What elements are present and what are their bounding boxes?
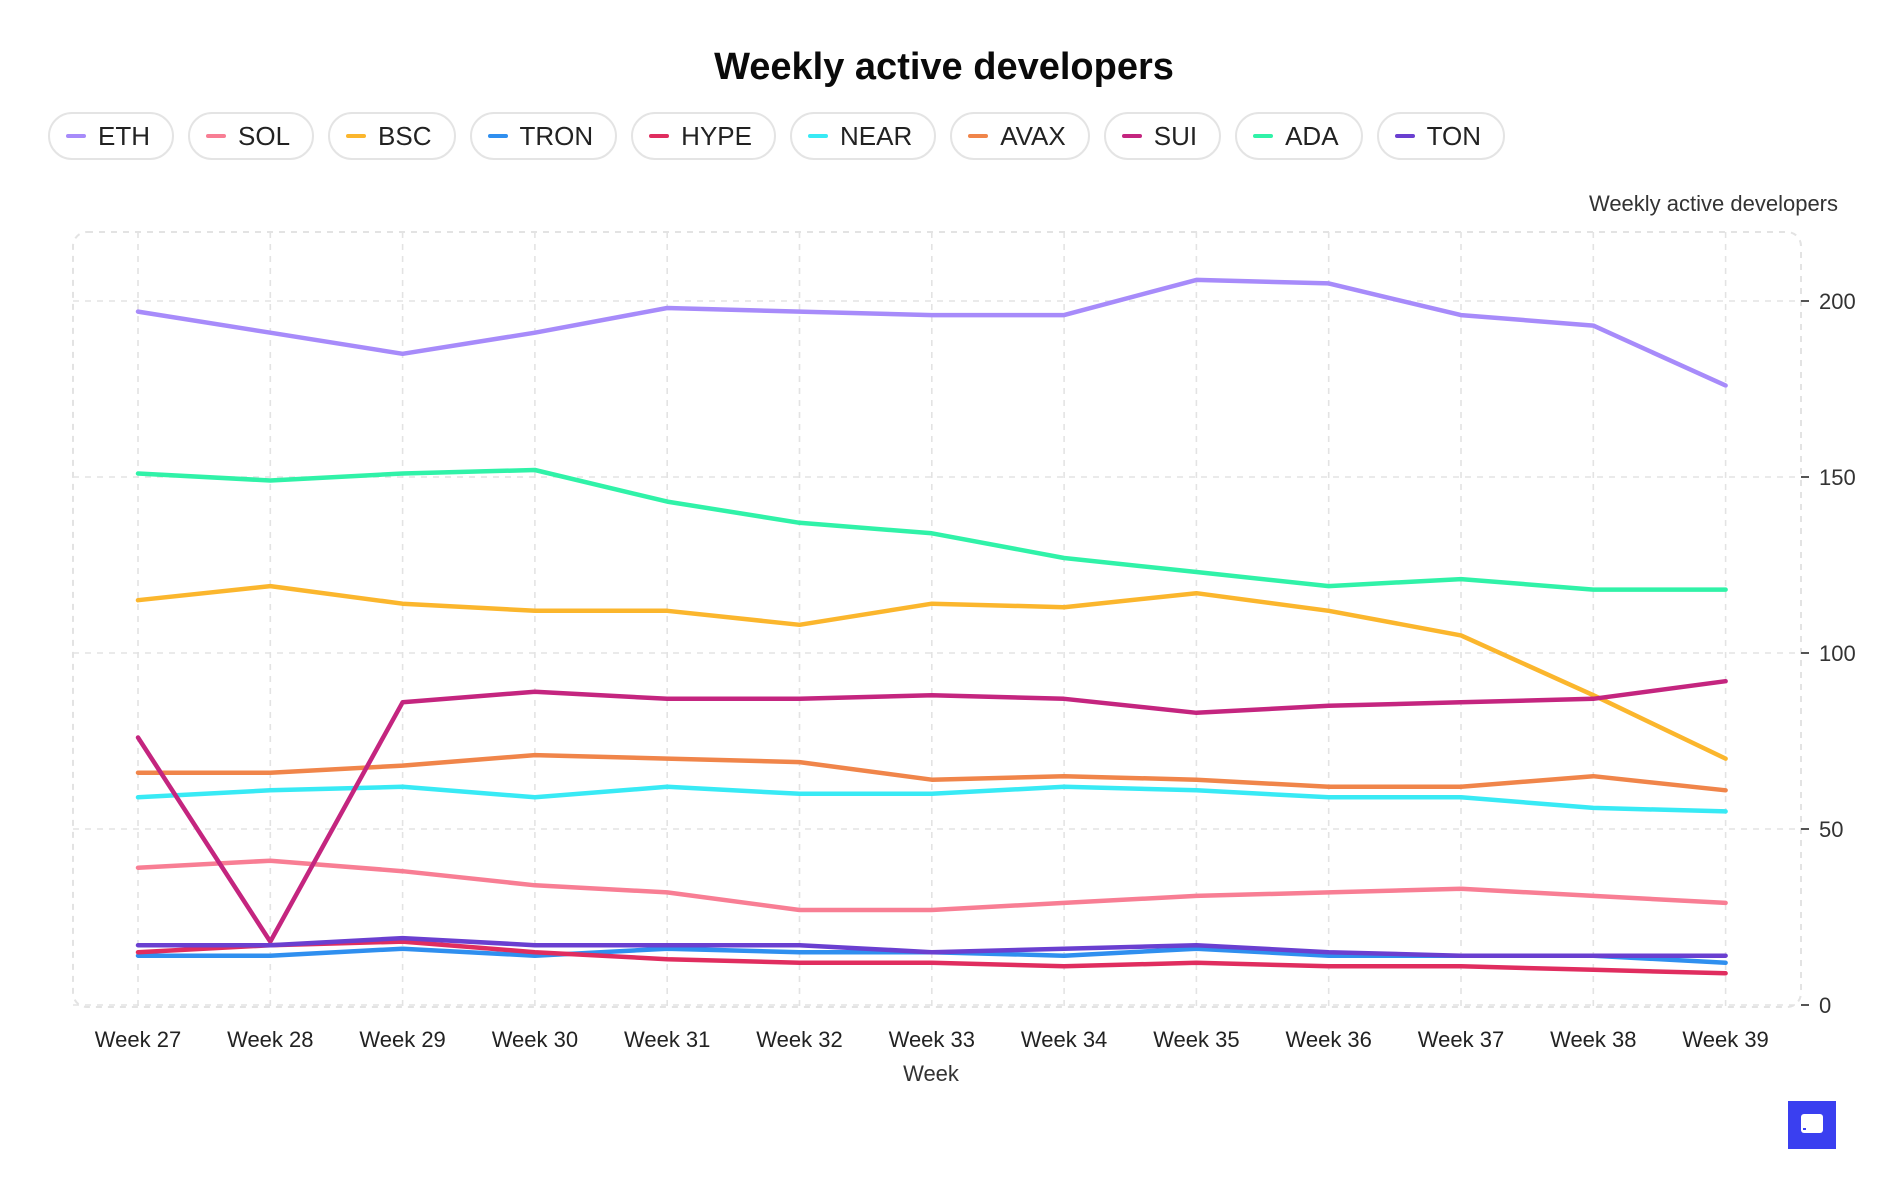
legend-item-hype[interactable]: HYPE [631,112,776,160]
x-tick-label: Week 36 [1285,1027,1371,1052]
legend-item-bsc[interactable]: BSC [328,112,456,160]
series-line-hype [135,939,1728,976]
legend-label: TRON [519,120,594,151]
series-line-sui [135,678,1728,944]
x-tick-label: Week 29 [359,1027,445,1052]
legend-item-avax[interactable]: AVAX [950,112,1090,160]
chart-title: Weekly active developers [714,46,1174,88]
legend-swatch [487,134,508,138]
x-tick-label: Week 30 [492,1027,578,1052]
legend-label: ETH [98,120,150,151]
legend-swatch [66,134,86,138]
series-line-ada [135,467,1728,592]
legend-swatch [649,134,670,138]
y-axis-label: Weekly active developers [1589,191,1838,216]
y-tick-label: 50 [1819,817,1843,842]
legend-swatch [807,134,828,138]
legend-label: SOL [238,120,291,151]
legend-swatch [968,134,989,138]
x-tick-label: Week 31 [624,1027,710,1052]
chat-icon [1801,1114,1823,1133]
y-tick-label: 100 [1819,641,1856,666]
series-line-ton [135,935,1728,958]
legend-label: AVAX [1000,120,1066,151]
series-line-near [135,784,1728,814]
x-tick-label: Week 32 [756,1027,842,1052]
legend-item-sui[interactable]: SUI [1103,112,1222,160]
x-tick-label: Week 34 [1021,1027,1107,1052]
x-tick-label: Week 35 [1153,1027,1239,1052]
y-tick-label: 150 [1819,465,1856,490]
legend-item-sol[interactable]: SOL [188,112,315,160]
legend-item-eth[interactable]: ETH [48,112,174,160]
x-tick-label: Week 38 [1550,1027,1636,1052]
legend-item-near[interactable]: NEAR [789,112,937,160]
legend-label: HYPE [681,120,752,151]
chat-button[interactable] [1788,1101,1836,1149]
x-axis-label: Week [903,1061,960,1086]
series-line-sol [135,858,1728,913]
legend-item-tron[interactable]: TRON [469,112,618,160]
legend-swatch [1394,134,1415,138]
y-tick-label: 0 [1819,993,1831,1018]
legend-label: BSC [378,120,432,151]
legend-label: SUI [1153,120,1198,151]
legend-item-ada[interactable]: ADA [1235,112,1363,160]
legend-swatch [1121,134,1142,138]
x-tick-label: Week 28 [227,1027,313,1052]
x-tick-label: Week 27 [95,1027,181,1052]
legend: ETH SOL BSC TRON HYPE NEAR AVAX SUI ADA TON [48,112,1505,160]
series-line-eth [135,277,1728,388]
legend-label: ADA [1285,120,1339,151]
legend-swatch [206,134,226,138]
series-line-bsc [135,583,1728,761]
plot-frame [72,231,1802,1008]
x-tick-label: Week 37 [1418,1027,1504,1052]
x-tick-label: Week 33 [889,1027,975,1052]
legend-swatch [1253,134,1274,138]
legend-label: TON [1426,120,1481,151]
x-tick-label: Week 39 [1682,1027,1768,1052]
legend-label: NEAR [839,120,913,151]
series-line-avax [135,752,1728,793]
legend-item-ton[interactable]: TON [1376,112,1505,160]
legend-swatch [346,134,367,138]
y-tick-label: 200 [1819,289,1856,314]
